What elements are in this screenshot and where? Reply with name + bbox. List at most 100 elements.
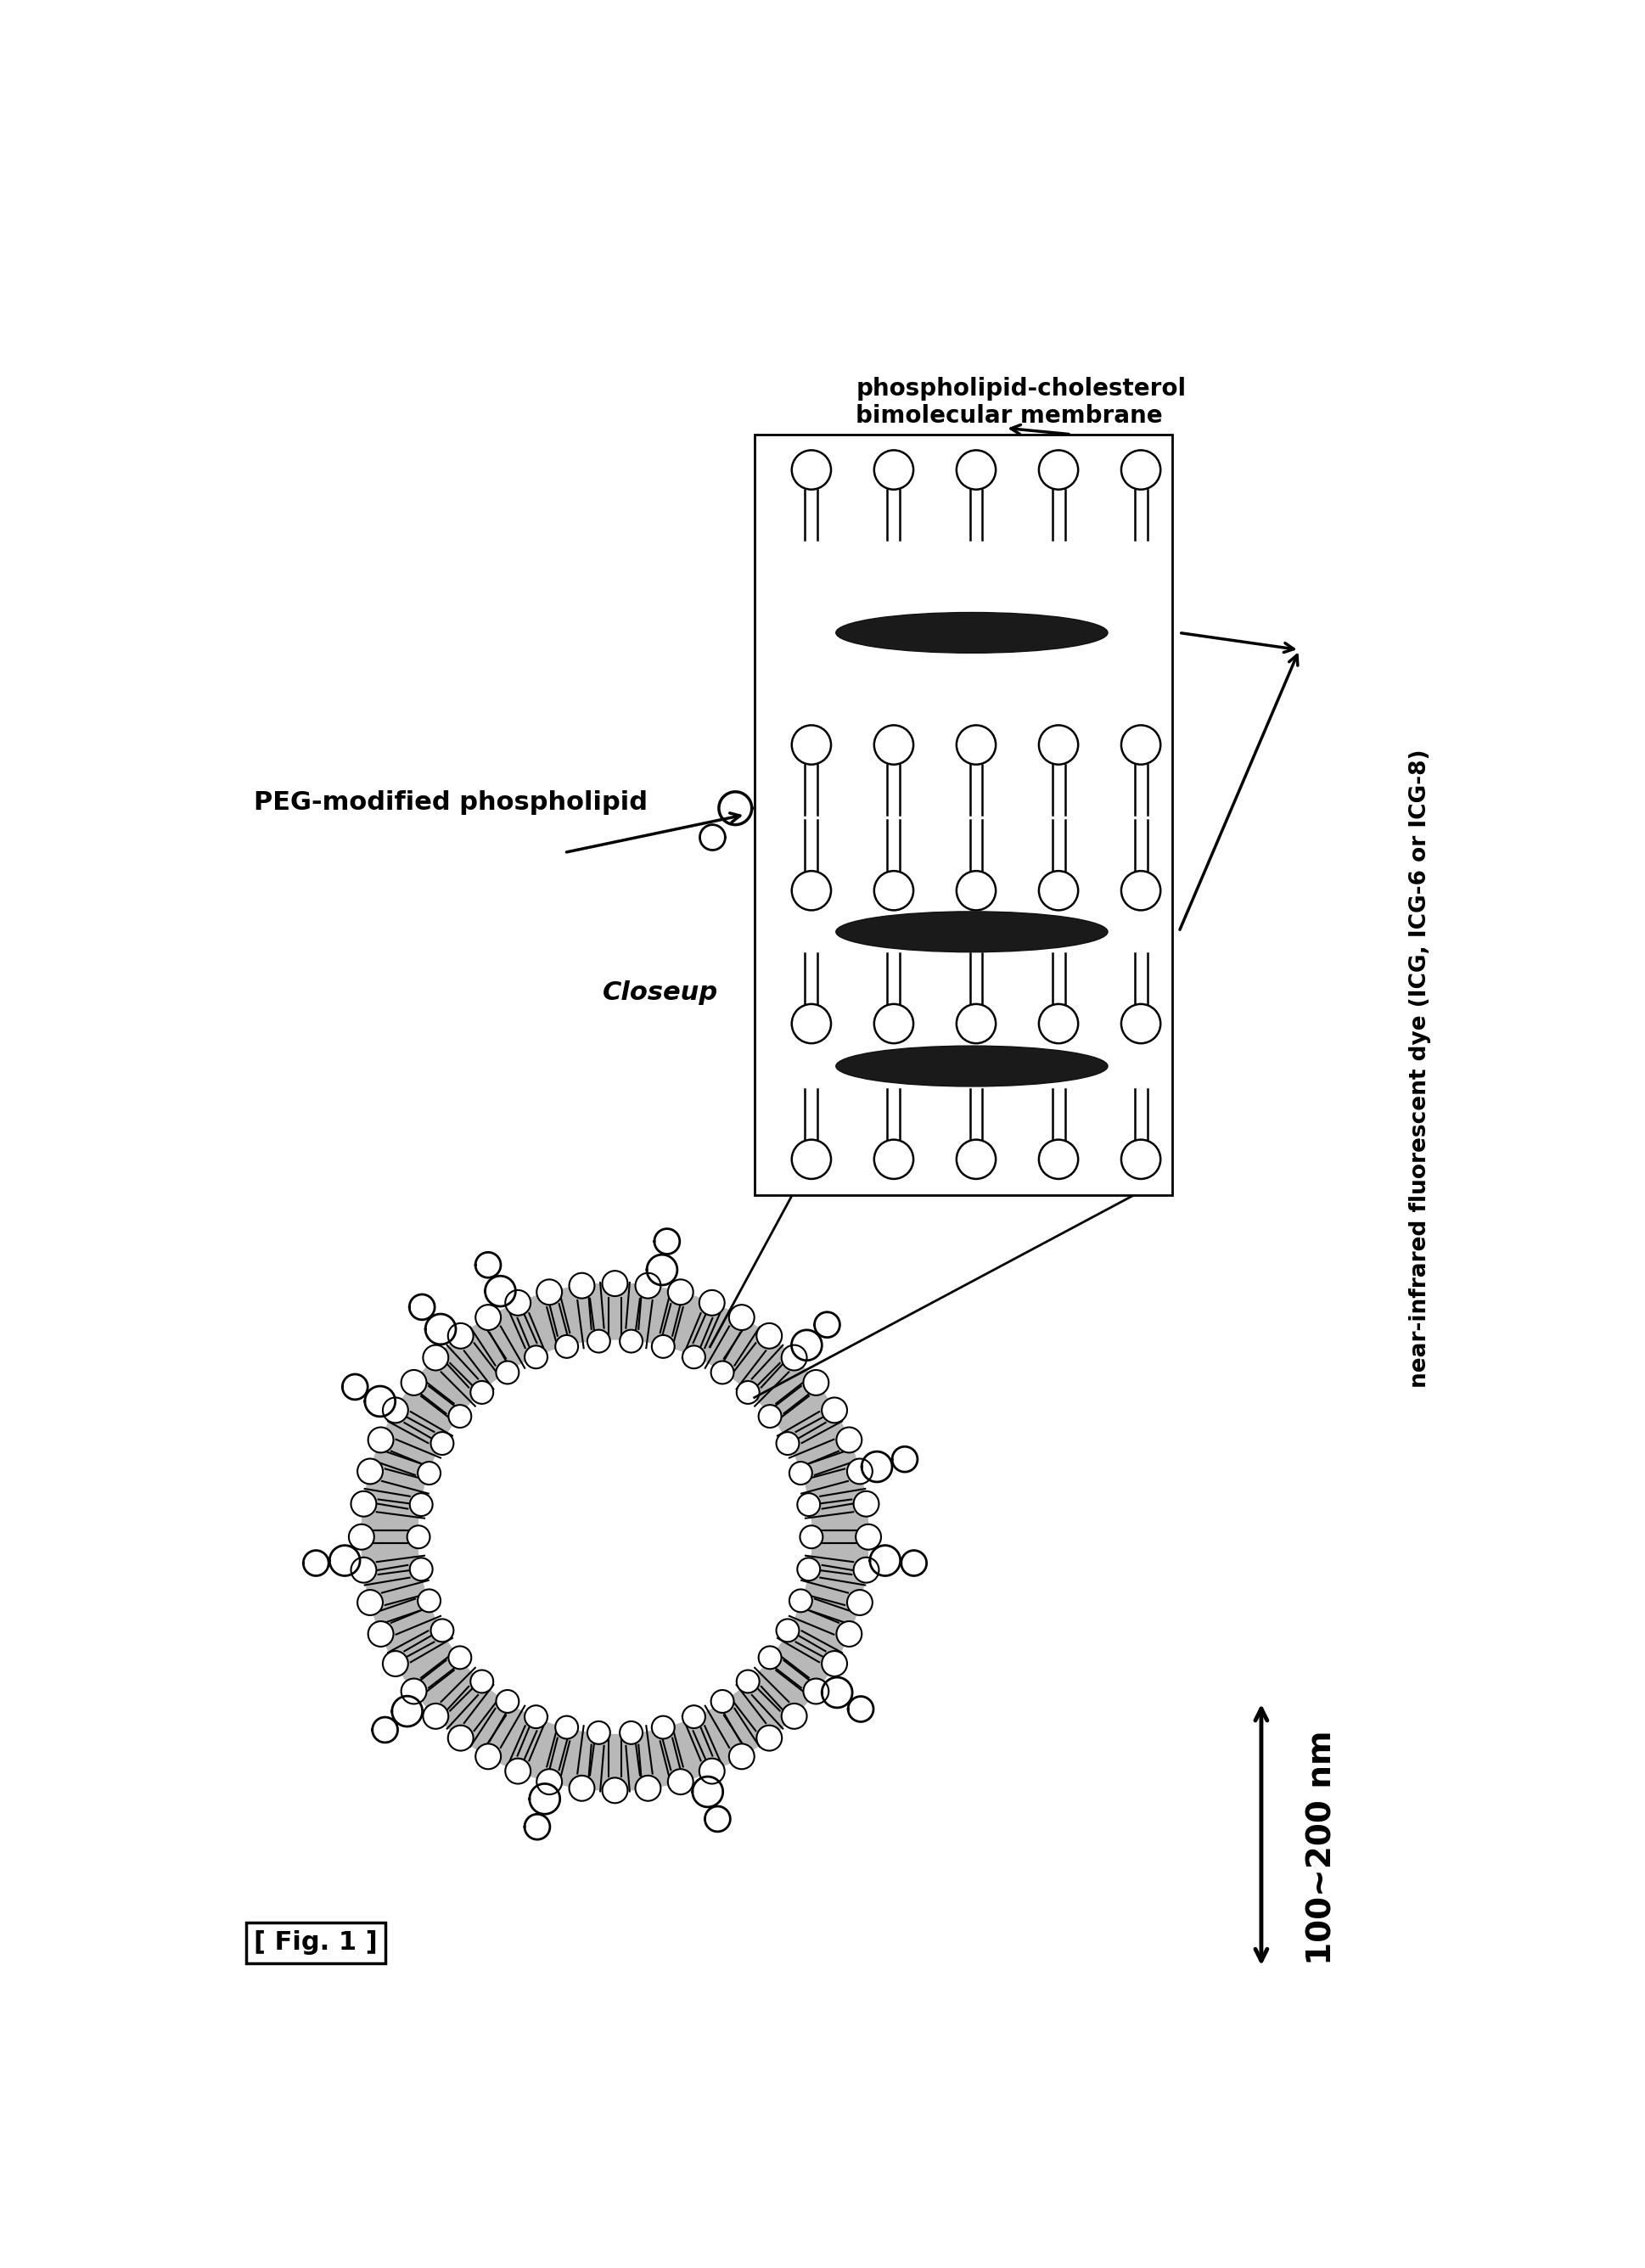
Circle shape (602, 1270, 628, 1295)
Circle shape (418, 1590, 441, 1613)
Circle shape (651, 1717, 674, 1740)
Circle shape (497, 1361, 518, 1383)
Circle shape (431, 1431, 454, 1454)
Circle shape (668, 1279, 693, 1304)
Text: near-infrared fluorescent dye (ICG, ICG-6 or ICG-8): near-infrared fluorescent dye (ICG, ICG-… (1408, 748, 1431, 1388)
Ellipse shape (836, 912, 1107, 953)
Circle shape (803, 1370, 829, 1395)
Circle shape (854, 1558, 878, 1583)
Circle shape (1040, 871, 1077, 909)
Text: [ Fig. 1 ]: [ Fig. 1 ] (253, 1930, 377, 1955)
Circle shape (447, 1322, 474, 1349)
Circle shape (956, 726, 995, 764)
Circle shape (475, 1744, 500, 1769)
Circle shape (873, 726, 913, 764)
Circle shape (357, 1590, 383, 1615)
Circle shape (791, 726, 831, 764)
Circle shape (668, 1769, 693, 1794)
Circle shape (536, 1769, 563, 1794)
Circle shape (847, 1458, 872, 1483)
Ellipse shape (836, 1046, 1107, 1086)
Circle shape (781, 1703, 806, 1728)
Circle shape (418, 1463, 441, 1486)
Circle shape (822, 1397, 847, 1422)
Text: 100~200 nm: 100~200 nm (1306, 1730, 1337, 1964)
Circle shape (873, 451, 913, 490)
Circle shape (737, 1669, 760, 1692)
Circle shape (349, 1524, 373, 1549)
Circle shape (383, 1651, 408, 1676)
Circle shape (536, 1279, 563, 1304)
Circle shape (1122, 1005, 1160, 1043)
Circle shape (803, 1678, 829, 1703)
Circle shape (873, 871, 913, 909)
Circle shape (401, 1370, 426, 1395)
Circle shape (497, 1690, 518, 1712)
Circle shape (1040, 1139, 1077, 1179)
Circle shape (855, 1524, 882, 1549)
Circle shape (357, 1458, 383, 1483)
Circle shape (956, 451, 995, 490)
Circle shape (791, 871, 831, 909)
Circle shape (757, 1726, 781, 1751)
Circle shape (620, 1721, 643, 1744)
Circle shape (683, 1706, 706, 1728)
Circle shape (1040, 726, 1077, 764)
Circle shape (1040, 1005, 1077, 1043)
Circle shape (556, 1717, 577, 1740)
Circle shape (956, 1005, 995, 1043)
Circle shape (711, 1690, 734, 1712)
Circle shape (525, 1345, 548, 1368)
Circle shape (873, 1139, 913, 1179)
Circle shape (635, 1272, 661, 1297)
Circle shape (790, 1463, 813, 1486)
Circle shape (350, 1490, 377, 1517)
Circle shape (505, 1290, 531, 1315)
Circle shape (1122, 871, 1160, 909)
Circle shape (683, 1345, 706, 1368)
Circle shape (651, 1336, 674, 1359)
Circle shape (781, 1345, 806, 1370)
Circle shape (620, 1329, 643, 1352)
Circle shape (368, 1427, 393, 1452)
Circle shape (836, 1622, 862, 1647)
Circle shape (556, 1336, 577, 1359)
Circle shape (757, 1322, 781, 1349)
Circle shape (587, 1721, 610, 1744)
Circle shape (423, 1703, 449, 1728)
Circle shape (711, 1361, 734, 1383)
Circle shape (791, 1005, 831, 1043)
Circle shape (1040, 451, 1077, 490)
Circle shape (569, 1776, 594, 1801)
Circle shape (799, 1526, 822, 1549)
Circle shape (350, 1558, 377, 1583)
Circle shape (776, 1619, 799, 1642)
Circle shape (873, 1005, 913, 1043)
Circle shape (423, 1345, 449, 1370)
Circle shape (449, 1404, 472, 1427)
Ellipse shape (836, 612, 1107, 653)
Circle shape (401, 1678, 426, 1703)
Circle shape (956, 1139, 995, 1179)
Circle shape (418, 1340, 811, 1733)
Circle shape (798, 1492, 821, 1515)
Circle shape (758, 1647, 781, 1669)
Circle shape (449, 1647, 472, 1669)
Circle shape (431, 1619, 454, 1642)
Text: phospholipid-cholesterol
bimolecular membrane: phospholipid-cholesterol bimolecular mem… (855, 376, 1186, 429)
Circle shape (758, 1404, 781, 1427)
Circle shape (635, 1776, 661, 1801)
Circle shape (854, 1490, 878, 1517)
Circle shape (699, 1758, 724, 1785)
Circle shape (822, 1651, 847, 1676)
Circle shape (406, 1526, 429, 1549)
Circle shape (505, 1758, 531, 1785)
Circle shape (790, 1590, 813, 1613)
Circle shape (410, 1492, 433, 1515)
Circle shape (699, 1290, 724, 1315)
Circle shape (569, 1272, 594, 1297)
Circle shape (587, 1329, 610, 1352)
Circle shape (470, 1669, 494, 1692)
Circle shape (447, 1726, 474, 1751)
Circle shape (798, 1558, 821, 1581)
